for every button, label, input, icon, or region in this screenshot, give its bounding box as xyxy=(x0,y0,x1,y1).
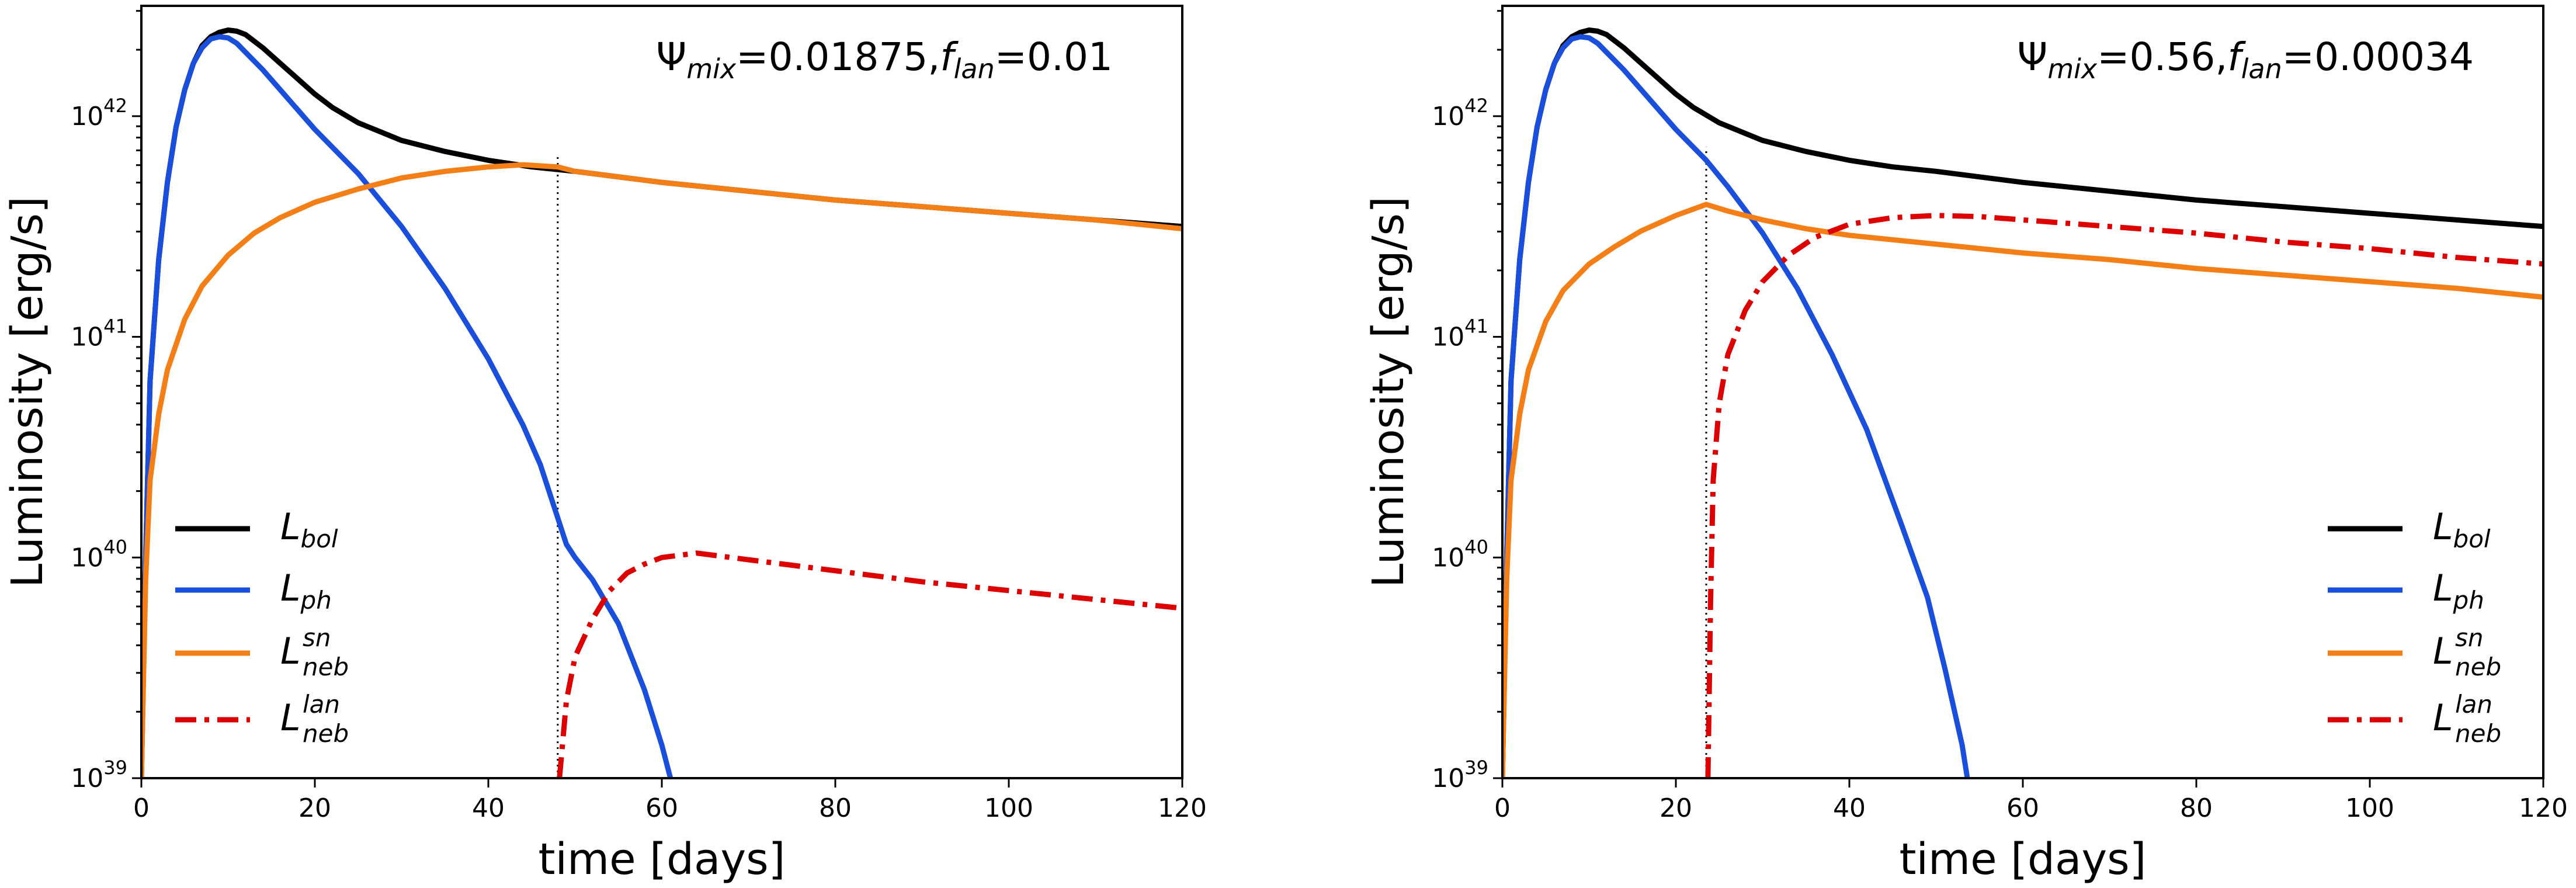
legend-symbol: L xyxy=(2433,567,2453,609)
x-tick-label: 40 xyxy=(472,793,505,823)
legend-symbol: L xyxy=(2433,630,2453,672)
legend-superscript: sn xyxy=(303,623,331,652)
series-line-sn xyxy=(1502,202,2543,778)
y-tick-base: 10 xyxy=(71,543,103,573)
legend-symbol: L xyxy=(2433,505,2453,548)
x-tick-label: 20 xyxy=(298,793,331,823)
legend-symbol: L xyxy=(280,505,301,548)
y-tick-exponent: 39 xyxy=(1464,757,1488,779)
legend-superscript: sn xyxy=(2455,623,2484,652)
y-tick-exponent: 41 xyxy=(103,315,127,338)
legend-label-sn: Lsn neb xyxy=(2433,623,2501,681)
legend-subscript: neb xyxy=(303,653,349,681)
y-tick-exponent: 41 xyxy=(1464,315,1488,338)
psi-value: =0.56, xyxy=(2097,34,2227,79)
y-tick-base: 10 xyxy=(1432,322,1464,352)
y-tick-label: 1040 xyxy=(1432,536,1488,573)
series-line-sn xyxy=(141,162,1182,778)
legend-subscript: bol xyxy=(301,525,338,553)
series-line-ph xyxy=(141,34,673,778)
series-line-ph xyxy=(1502,34,1970,778)
series-group xyxy=(1502,27,2543,778)
legend-superscript: lan xyxy=(2455,690,2492,719)
legend-symbol: L xyxy=(280,567,301,609)
x-tick-label: 120 xyxy=(2519,793,2568,823)
plot-frame xyxy=(140,5,1183,779)
series-line-bol xyxy=(1502,27,2543,778)
x-tick-label: 100 xyxy=(2345,793,2394,823)
y-tick-label: 1039 xyxy=(1432,757,1488,793)
legend-subscript: neb xyxy=(2455,653,2501,681)
legend-symbol: L xyxy=(280,696,301,739)
x-tick-label: 100 xyxy=(984,793,1033,823)
y-tick-label: 1042 xyxy=(71,95,127,131)
y-tick-label: 1041 xyxy=(71,315,127,352)
x-tick-label: 0 xyxy=(1494,793,1511,823)
y-tick-label: 1040 xyxy=(71,536,127,573)
y-tick-label: 1042 xyxy=(1432,95,1488,131)
legend-superscript: lan xyxy=(303,690,340,719)
psi-value: =0.01875, xyxy=(736,34,940,79)
plot-frame xyxy=(1501,5,2544,779)
y-tick-base: 10 xyxy=(71,102,103,131)
y-tick-exponent: 42 xyxy=(1464,95,1488,117)
f-subscript: lan xyxy=(2241,53,2282,85)
psi-subscript: mix xyxy=(686,53,737,85)
legend-label-bol: Lbol xyxy=(2433,505,2491,553)
legend-subscript: neb xyxy=(303,719,349,748)
x-axis-label: time [days] xyxy=(538,834,785,884)
psi-symbol: Ψ xyxy=(2017,34,2047,79)
legend-symbol: L xyxy=(2433,696,2453,739)
y-tick-exponent: 42 xyxy=(103,95,127,117)
y-tick-base: 10 xyxy=(71,764,103,793)
legend-label-ph: Lph xyxy=(280,567,332,615)
series-line-lan xyxy=(557,550,1182,778)
legend-label-ph: Lph xyxy=(2433,567,2484,615)
y-tick-exponent: 40 xyxy=(1464,536,1488,558)
legend-label-lan: Llan neb xyxy=(280,690,349,748)
x-tick-label: 60 xyxy=(2006,793,2039,823)
legend-symbol: L xyxy=(280,630,301,672)
y-axis-label: Luminosity [erg/s] xyxy=(2,196,53,588)
legend-subscript: neb xyxy=(2455,719,2501,748)
x-axis-label: time [days] xyxy=(1899,834,2146,884)
series-line-lan xyxy=(1705,213,2543,778)
legend-subscript: bol xyxy=(2453,525,2491,553)
legend-label-lan: Llan neb xyxy=(2433,690,2501,748)
y-tick-base: 10 xyxy=(1432,102,1464,131)
y-tick-exponent: 40 xyxy=(103,536,127,558)
x-tick-label: 120 xyxy=(1158,793,1207,823)
f-value: =0.00034 xyxy=(2282,34,2474,79)
psi-subscript: mix xyxy=(2047,53,2098,85)
parameter-annotation: Ψmix=0.56,flan=0.00034 xyxy=(2017,34,2474,85)
x-tick-label: 80 xyxy=(819,793,852,823)
f-subscript: lan xyxy=(954,53,995,85)
x-tick-label: 20 xyxy=(1660,793,1692,823)
y-tick-label: 1041 xyxy=(1432,315,1488,352)
legend-subscript: ph xyxy=(2453,586,2484,615)
y-tick-exponent: 39 xyxy=(103,757,127,779)
x-tick-label: 80 xyxy=(2180,793,2213,823)
psi-symbol: Ψ xyxy=(656,34,686,79)
legend-label-bol: Lbol xyxy=(280,505,338,553)
y-axis-label: Luminosity [erg/s] xyxy=(1363,196,1414,588)
f-value: =0.01 xyxy=(995,34,1113,79)
y-tick-label: 1039 xyxy=(71,757,127,793)
series-group xyxy=(141,27,1182,778)
x-tick-label: 40 xyxy=(1833,793,1866,823)
x-tick-label: 60 xyxy=(645,793,678,823)
y-tick-base: 10 xyxy=(1432,543,1464,573)
legend-subscript: ph xyxy=(300,586,332,615)
y-tick-base: 10 xyxy=(71,322,103,352)
x-tick-label: 0 xyxy=(133,793,150,823)
y-tick-base: 10 xyxy=(1432,764,1464,793)
legend-label-sn: Lsn neb xyxy=(280,623,349,681)
parameter-annotation: Ψmix=0.01875,flan=0.01 xyxy=(656,34,1113,85)
